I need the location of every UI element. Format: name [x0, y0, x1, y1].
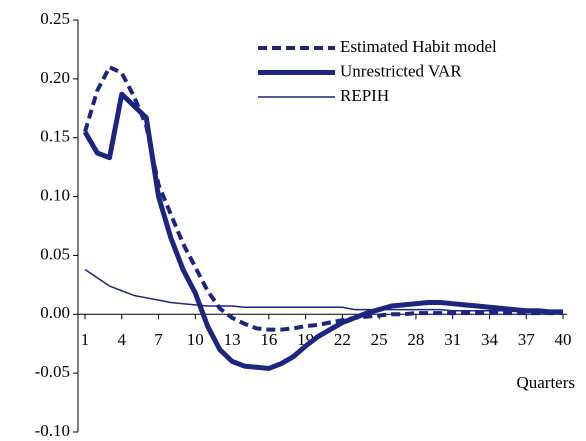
legend-label: REPIH: [340, 86, 389, 105]
x-tick-label: 4: [118, 330, 127, 349]
legend-label: Unrestricted VAR: [340, 61, 462, 80]
x-tick-label: 25: [371, 330, 388, 349]
x-tick-label: 22: [334, 330, 351, 349]
x-tick-label: 34: [481, 330, 499, 349]
x-tick-label: 13: [224, 330, 241, 349]
x-tick-label: 16: [260, 330, 277, 349]
x-tick-label: 1: [81, 330, 90, 349]
series-line: [84, 268, 563, 313]
x-tick-label: 10: [187, 330, 204, 349]
y-tick-label: 0.15: [40, 127, 70, 146]
y-tick-label: 0.05: [40, 244, 70, 263]
y-tick-label: -0.10: [35, 421, 70, 440]
x-tick-label: 40: [555, 330, 572, 349]
x-tick-label: 37: [518, 330, 536, 349]
x-tick-label: 7: [154, 330, 163, 349]
y-tick-label: 0.20: [40, 68, 70, 87]
series-line: [82, 91, 563, 371]
y-tick-label: -0.05: [35, 362, 70, 381]
x-tick-label: 28: [407, 330, 424, 349]
x-axis-label: Quarters: [516, 373, 575, 392]
y-tick-label: 0.25: [40, 9, 70, 28]
y-tick-label: 0.10: [40, 185, 70, 204]
legend-label: Estimated Habit model: [340, 37, 497, 56]
series-line: [83, 65, 563, 332]
x-tick-label: 31: [444, 330, 461, 349]
y-tick-label: 0.00: [40, 303, 70, 322]
